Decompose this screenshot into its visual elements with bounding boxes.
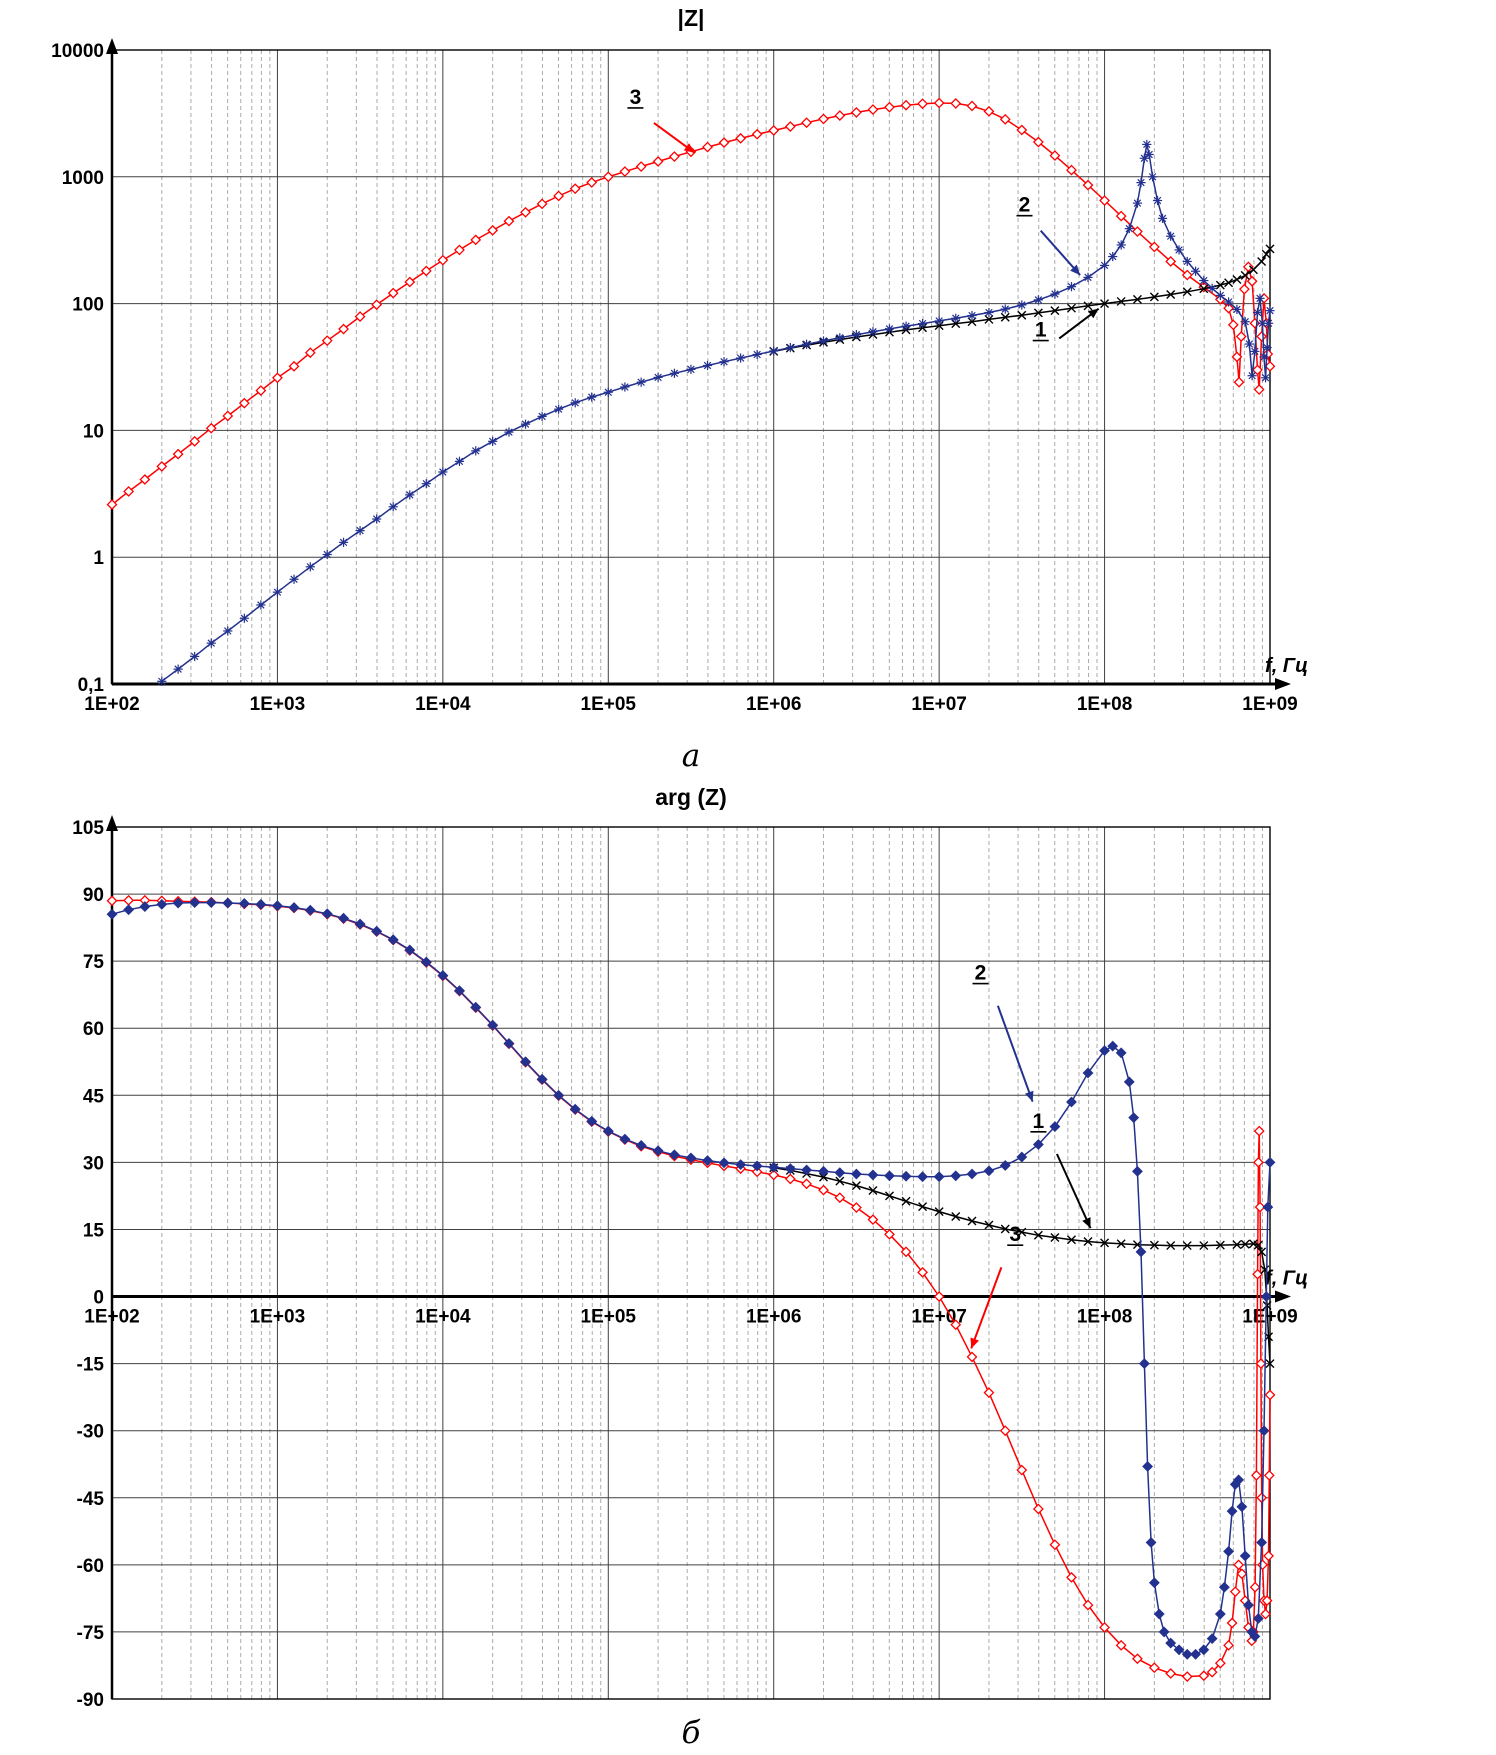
axes	[106, 38, 1291, 690]
x-tick-label: 1E+06	[746, 694, 801, 715]
annotation-arrow-icon	[996, 1005, 1034, 1103]
y-axis-arrow-icon	[106, 38, 118, 54]
annotation-label: 1	[1035, 319, 1047, 342]
x-tick-label: 1E+03	[250, 1307, 305, 1328]
tick-labels: 1E+02 1E+03 1E+04 1E+05 1E+06 1E+07 1E+08 1E+09…	[51, 41, 1308, 715]
x-tick-label: 1E+09	[1242, 694, 1297, 715]
magnitude-chart: 1E+02 1E+03 1E+04 1E+05 1E+06 1E+07 1E+08 1E+09…	[51, 38, 1308, 715]
y-tick-label: -90	[77, 1690, 104, 1711]
x-axis-label: f, Гц	[1265, 1268, 1308, 1290]
x-tick-label: 1E+05	[581, 1307, 637, 1328]
annotation-label: 3	[630, 86, 642, 109]
y-tick-label: 60	[83, 1019, 104, 1040]
series-2	[106, 897, 1276, 1660]
annotation-3: 3	[627, 86, 696, 154]
x-tick-label: 1E+04	[415, 1307, 471, 1328]
annotation-2: 2	[972, 962, 1034, 1103]
x-tick-label: 1E+09	[1242, 1307, 1297, 1328]
annotation-2: 2	[1016, 194, 1081, 276]
x-axis-label: f, Гц	[1265, 655, 1308, 677]
y-tick-label: 0,1	[78, 675, 105, 696]
series-2	[157, 139, 1275, 686]
y-tick-label: 105	[72, 818, 104, 839]
plot-frame	[111, 826, 1271, 1700]
series-3	[106, 97, 1276, 511]
x-tick-label: 1E+03	[250, 694, 305, 715]
magnitude-chart-title: |Z|	[677, 5, 705, 31]
y-tick-label: 10	[83, 421, 104, 442]
y-axis-arrow-icon	[106, 815, 118, 831]
y-tick-label: 90	[83, 885, 104, 906]
y-tick-label: -60	[77, 1556, 104, 1577]
x-tick-label: 1E+05	[581, 694, 637, 715]
annotation-label: 2	[975, 962, 987, 985]
axes	[106, 815, 1291, 1699]
x-tick-label: 1E+06	[746, 1307, 801, 1328]
y-tick-label: 1	[93, 548, 104, 569]
annotation-1: 1	[1032, 307, 1100, 342]
grid	[111, 49, 1271, 685]
annotation-label: 1	[1033, 1110, 1045, 1133]
x-tick-label: 1E+04	[415, 694, 471, 715]
annotation-1: 1	[1030, 1110, 1092, 1229]
y-tick-label: 30	[83, 1153, 104, 1174]
y-tick-label: -45	[77, 1489, 105, 1510]
phase-chart-title: arg (Z)	[655, 784, 727, 810]
x-tick-label: 1E+02	[84, 694, 139, 715]
x-axis-arrow-icon	[1275, 678, 1291, 690]
annotation-label: 2	[1019, 194, 1031, 217]
annotation-3: 3	[970, 1223, 1024, 1349]
annotation-arrow-icon	[970, 1267, 1003, 1349]
y-tick-label: 45	[83, 1086, 105, 1107]
x-axis-arrow-icon	[1275, 1290, 1291, 1303]
x-tick-label: 1E+08	[1077, 694, 1132, 715]
series-1	[769, 244, 1275, 356]
tick-labels: 1E+02 1E+03 1E+04 1E+05 1E+06 1E+07 1E+08 1E+09…	[72, 818, 1308, 1711]
caption-a: а	[681, 738, 701, 774]
caption-b: б	[681, 1715, 701, 1751]
x-tick-label: 1E+02	[84, 1307, 139, 1328]
x-tick-label: 1E+08	[1077, 1307, 1132, 1328]
y-tick-label: -30	[77, 1422, 104, 1443]
series-1	[769, 1163, 1275, 1369]
y-tick-label: -15	[77, 1355, 105, 1376]
y-tick-label: 100	[72, 295, 104, 316]
annotation-arrow-icon	[1056, 1153, 1092, 1229]
y-tick-label: 15	[83, 1220, 105, 1241]
y-tick-label: 75	[83, 952, 105, 973]
annotation-label: 3	[1009, 1223, 1021, 1246]
y-tick-label: -75	[77, 1623, 105, 1644]
phase-chart: 1E+02 1E+03 1E+04 1E+05 1E+06 1E+07 1E+08 1E+09…	[72, 815, 1308, 1711]
grid	[111, 826, 1271, 1700]
series-3	[106, 894, 1276, 1683]
y-tick-label: 10000	[51, 41, 104, 62]
y-tick-label: 0	[93, 1288, 104, 1309]
y-tick-label: 1000	[62, 168, 104, 189]
x-tick-label: 1E+07	[911, 694, 966, 715]
